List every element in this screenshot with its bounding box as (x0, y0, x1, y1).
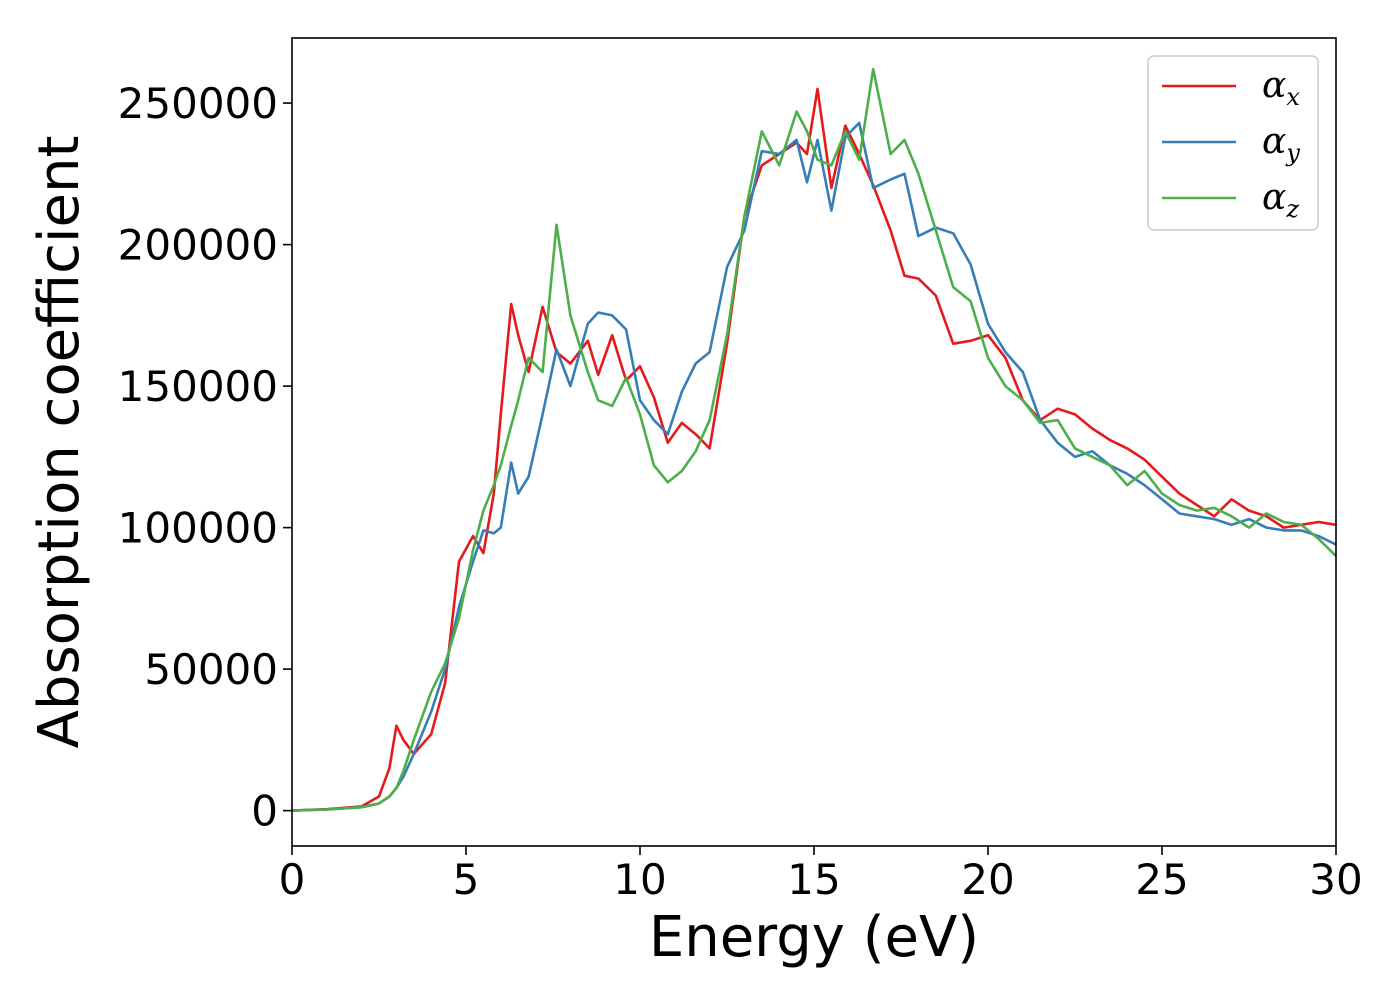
y-tick-label: 100000 (118, 504, 278, 553)
y-tick-label: 150000 (118, 362, 278, 411)
legend-symbol: α (1262, 177, 1286, 218)
x-tick-label: 15 (787, 855, 840, 904)
legend-symbol: α (1262, 121, 1286, 162)
x-tick-label: 20 (961, 855, 1014, 904)
x-axis-title: Energy (eV) (649, 905, 979, 970)
x-tick-label: 0 (279, 855, 306, 904)
y-tick-label: 50000 (144, 645, 278, 694)
y-tick-label: 250000 (118, 79, 278, 128)
y-tick-label: 200000 (118, 221, 278, 270)
x-tick-label: 25 (1135, 855, 1188, 904)
x-tick-label: 10 (613, 855, 666, 904)
legend-subscript: x (1286, 83, 1300, 111)
series-line-z (291, 67, 1337, 812)
legend-label-x: αx (1262, 65, 1300, 111)
y-tick-label: 0 (251, 787, 278, 836)
series-line-y (291, 121, 1337, 812)
x-axis: 0 5 10 15 20 25 30 (279, 846, 1363, 904)
series-layer (291, 67, 1337, 812)
legend-symbol: α (1262, 65, 1286, 106)
legend-label-z: αz (1262, 177, 1299, 223)
x-tick-label: 5 (453, 855, 480, 904)
legend-subscript: y (1285, 139, 1300, 167)
legend-label-y: αy (1262, 121, 1300, 167)
y-axis-title: Absorption coefficient (27, 136, 92, 749)
legend-subscript: z (1285, 195, 1299, 223)
y-axis: 0 50000 100000 150000 200000 250000 (118, 79, 292, 836)
x-tick-label: 30 (1309, 855, 1362, 904)
